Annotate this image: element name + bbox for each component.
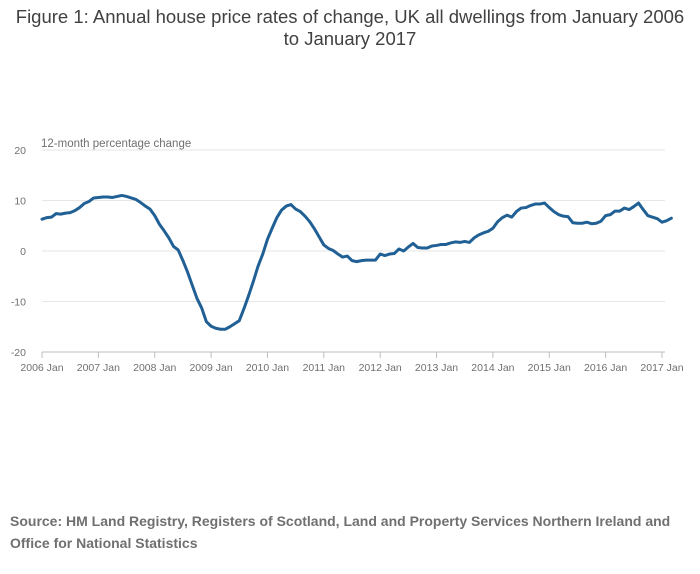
x-tick-label: 2006 Jan [20, 362, 63, 374]
x-tick-label: 2008 Jan [133, 362, 176, 374]
x-tick-label: 2017 Jan [640, 362, 683, 374]
y-tick-label: -20 [11, 347, 26, 359]
x-tick-label: 2010 Jan [246, 362, 289, 374]
y-tick-label: 20 [14, 145, 26, 157]
y-tick-label: 0 [20, 246, 26, 258]
y-axis-label: 12-month percentage change [41, 138, 191, 150]
x-tick-label: 2009 Jan [189, 362, 232, 374]
gridlines [42, 149, 665, 353]
source-note: Source: HM Land Registry, Registers of S… [10, 513, 671, 551]
x-tick-label: 2016 Jan [584, 362, 627, 374]
y-tick-label: 10 [14, 196, 26, 208]
x-tick-label: 2014 Jan [471, 362, 514, 374]
chart-title: Figure 1: Annual house price rates of ch… [15, 6, 685, 49]
x-tick-label: 2012 Jan [359, 362, 402, 374]
y-axis: 20 10 0 -10 -20 [11, 145, 26, 359]
x-tick-label: 2015 Jan [528, 362, 571, 374]
x-axis: 2006 Jan 2007 Jan 2008 Jan 2009 Jan 2010 Jan… [20, 352, 684, 374]
x-tick-label: 2013 Jan [415, 362, 458, 374]
x-tick-label: 2007 Jan [77, 362, 120, 374]
y-tick-label: -10 [11, 297, 26, 309]
series-line [40, 193, 673, 331]
x-tick-label: 2011 Jan [303, 362, 346, 374]
